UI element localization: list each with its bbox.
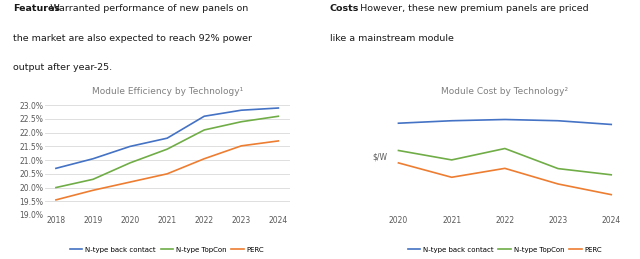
Text: Features: Features	[13, 4, 60, 13]
Y-axis label: $/W: $/W	[372, 152, 387, 161]
Title: Module Efficiency by Technology¹: Module Efficiency by Technology¹	[92, 87, 243, 96]
Text: like a mainstream module: like a mainstream module	[330, 34, 454, 43]
Text: : Warranted performance of new panels on: : Warranted performance of new panels on	[44, 4, 248, 13]
Text: Costs: Costs	[330, 4, 359, 13]
Title: Module Cost by Technology²: Module Cost by Technology²	[442, 87, 568, 96]
Text: output after year-25.: output after year-25.	[13, 63, 112, 73]
Text: : However, these new premium panels are priced: : However, these new premium panels are …	[354, 4, 589, 13]
Text: the market are also expected to reach 92% power: the market are also expected to reach 92…	[13, 34, 252, 43]
Legend: N-type back contact, N-type TopCon, PERC: N-type back contact, N-type TopCon, PERC	[67, 244, 267, 256]
Legend: N-type back contact, N-type TopCon, PERC: N-type back contact, N-type TopCon, PERC	[405, 244, 605, 256]
